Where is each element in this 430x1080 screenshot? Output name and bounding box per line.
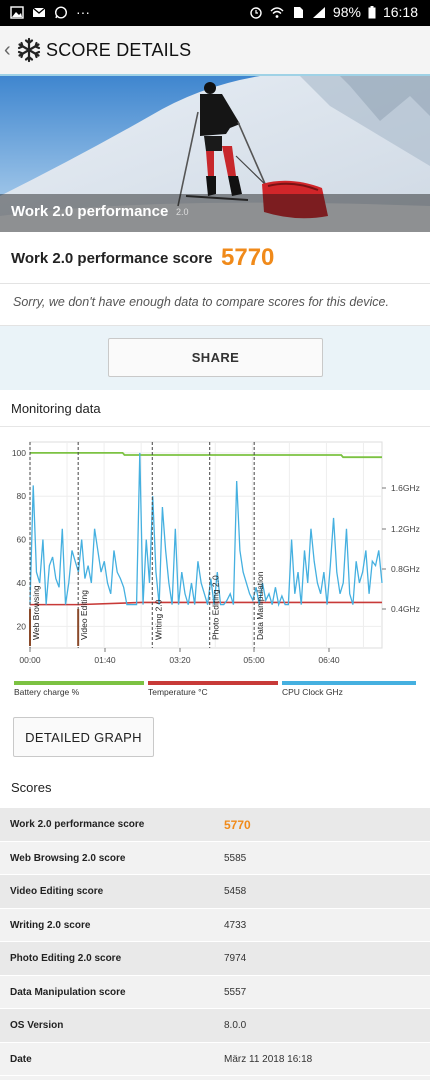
x-tick-label: 00:00 — [19, 655, 41, 665]
share-button[interactable]: SHARE — [108, 338, 323, 377]
x-tick-label: 03:20 — [169, 655, 191, 665]
battery-line — [30, 451, 382, 459]
y-tick-label: 80 — [17, 491, 27, 501]
y-tick-label: 100 — [12, 448, 26, 458]
hero-version: 2.0 — [176, 207, 189, 217]
row-label: Video Editing score — [10, 886, 104, 897]
y2-tick-label: 0.4GHz — [391, 604, 420, 614]
status-bar: ··· 98% 16:18 — [0, 0, 430, 26]
row-label: Work 2.0 performance score — [10, 819, 145, 830]
y2-tick-label: 0.8GHz — [391, 564, 420, 574]
page-title: SCORE DETAILS — [46, 39, 192, 60]
y-tick-label: 60 — [17, 535, 27, 545]
section-label: Photo Editing 2.0 — [211, 575, 221, 640]
whatsapp-icon — [54, 5, 68, 19]
row-label: OS Version — [10, 1020, 64, 1031]
plot-area — [29, 441, 383, 649]
table-row: Work 2.0 performance score 5770 — [0, 808, 430, 842]
score-card: Work 2.0 performance score 5770 — [0, 232, 430, 284]
row-label: Photo Editing 2.0 score — [10, 953, 122, 964]
row-value: März 11 2018 16:18 — [224, 1053, 313, 1065]
table-row: Photo Editing 2.0 score 7974 — [0, 942, 430, 976]
x-tick-label: 01:40 — [94, 655, 116, 665]
image-icon — [10, 5, 24, 19]
table-row: Writing 2.0 score 4733 — [0, 908, 430, 942]
back-chevron-icon[interactable]: ‹ — [4, 38, 11, 61]
row-value: 5458 — [224, 886, 247, 897]
hero-label: Work 2.0 performance — [11, 203, 169, 220]
detailed-graph-button[interactable]: DETAILED GRAPH — [13, 717, 154, 757]
section-label: Data Manipulation — [255, 571, 265, 640]
monitoring-chart[interactable]: 100 80 60 40 20 1.6GHz 1.2GHz 0.8GHz 0.4GHz 00:00… — [0, 436, 430, 676]
x-tick-label: 05:00 — [243, 655, 265, 665]
legend-swatch — [14, 681, 144, 685]
compare-notice: Sorry, we don't have enough data to comp… — [0, 284, 430, 326]
row-value: 4733 — [224, 919, 247, 931]
chart-legend: Battery charge % Temperature °C CPU Clock … — [0, 681, 430, 701]
divider — [0, 426, 430, 427]
section-label: Writing 2.0 — [153, 599, 163, 640]
snowflake-icon[interactable] — [16, 37, 42, 63]
legend-label: Battery charge % — [14, 687, 80, 697]
row-value: 8.0.0 — [224, 1020, 247, 1031]
scores-table: Work 2.0 performance score 5770 Web Browsi… — [0, 808, 430, 1076]
cpu-clock-line — [29, 452, 383, 608]
hero-image — [0, 76, 430, 232]
table-row: Data Manipulation score 5557 — [0, 975, 430, 1009]
hero-banner: Work 2.0 performance 2.0 — [0, 76, 430, 232]
row-label: Date — [10, 1053, 32, 1065]
y-tick-label: 20 — [17, 621, 27, 631]
row-label: Data Manipulation score — [10, 986, 126, 998]
compare-notice-text: Sorry, we don't have enough data to comp… — [13, 295, 389, 309]
score-label: Work 2.0 performance score — [11, 250, 213, 267]
row-value: 5585 — [224, 852, 247, 864]
alarm-icon — [250, 6, 262, 19]
legend-swatch — [282, 681, 416, 685]
gmail-icon — [32, 7, 46, 17]
more-icon: ··· — [76, 4, 90, 20]
hero-label-band — [0, 194, 430, 232]
temperature-line — [30, 601, 382, 606]
row-label: Web Browsing 2.0 score — [10, 852, 126, 864]
legend-label: CPU Clock GHz — [282, 687, 343, 697]
table-row: Video Editing score 5458 — [0, 875, 430, 909]
row-value: 5770 — [224, 818, 251, 832]
monitoring-title: Monitoring data — [11, 401, 101, 416]
signal-icon — [312, 6, 325, 18]
x-tick-label: 06:40 — [318, 655, 340, 665]
app-bar: ‹ SCORE DETAILS — [0, 26, 430, 76]
row-value: 7974 — [224, 953, 247, 964]
sim-icon — [293, 6, 303, 18]
table-row: OS Version 8.0.0 — [0, 1009, 430, 1043]
wifi-icon — [270, 6, 284, 18]
y2-tick-label: 1.6GHz — [391, 483, 420, 493]
row-value: 5557 — [224, 986, 247, 998]
section-label: Web Browsing — [31, 585, 41, 640]
y-tick-label: 40 — [17, 578, 27, 588]
y2-tick-label: 1.2GHz — [391, 524, 420, 534]
table-row: Web Browsing 2.0 score 5585 — [0, 841, 430, 875]
battery-icon — [368, 5, 376, 18]
battery-percent: 98% — [332, 4, 361, 20]
score-value: 5770 — [221, 244, 275, 271]
section-label: Video Editing — [79, 590, 89, 640]
clock: 16:18 — [382, 4, 418, 20]
row-label: Writing 2.0 score — [10, 919, 91, 931]
legend-swatch — [148, 681, 278, 685]
scores-title: Scores — [11, 780, 52, 795]
table-row: Date März 11 2018 16:18 — [0, 1042, 430, 1076]
legend-label: Temperature °C — [148, 687, 208, 697]
